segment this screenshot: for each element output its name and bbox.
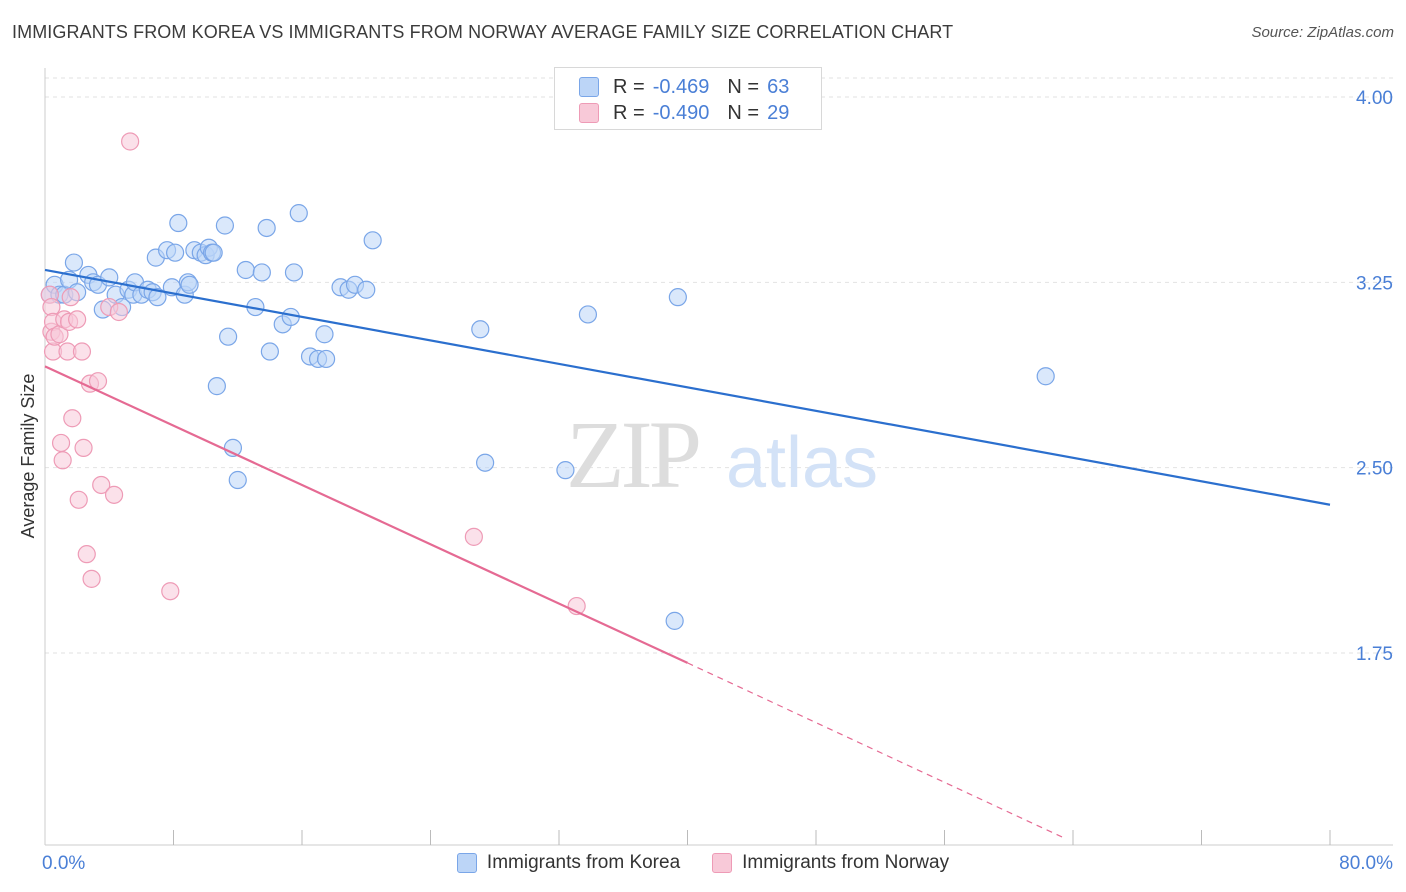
- source-label: Source: ZipAtlas.com: [1251, 24, 1394, 41]
- korea-point: [476, 453, 495, 472]
- correlation-stats-box: R = -0.469 N = 63 R = -0.490 N = 29: [554, 67, 822, 130]
- y-tick-label: 2.50: [1356, 459, 1393, 480]
- norway-point: [51, 433, 71, 453]
- korea-point: [578, 305, 598, 324]
- norway-trend-line: [44, 365, 688, 664]
- norway-swatch: [579, 103, 599, 123]
- korea-point: [668, 288, 687, 307]
- korea-point: [665, 611, 684, 630]
- stats-row-norway: R = -0.490 N = 29: [579, 101, 789, 125]
- watermark: ZIP atlas: [566, 401, 878, 508]
- chart-title: IMMIGRANTS FROM KOREA VS IMMIGRANTS FROM…: [12, 22, 954, 42]
- legend-swatch-korea: [456, 853, 477, 873]
- korea-swatch: [579, 77, 599, 97]
- korea-point: [257, 218, 276, 238]
- x-tick-label-min: 0.0%: [42, 853, 85, 874]
- norway-point: [121, 132, 140, 151]
- legend-label-norway: Immigrants from Norway: [742, 852, 950, 873]
- korea-point: [219, 327, 238, 346]
- n-value: 63: [767, 75, 790, 98]
- r-value: -0.490: [652, 101, 710, 124]
- norway-point: [109, 302, 128, 322]
- legend-label-korea: Immigrants from Korea: [486, 852, 681, 873]
- korea-point: [204, 243, 223, 262]
- legend-item-norway[interactable]: Immigrants from Norway: [712, 852, 949, 874]
- legend-item-korea[interactable]: Immigrants from Korea: [456, 852, 681, 874]
- norway-trend-extension: [687, 662, 1066, 839]
- axes-layer: [44, 68, 1393, 846]
- korea-point: [1036, 367, 1055, 386]
- trend-lines: [44, 268, 1331, 839]
- korea-point: [471, 320, 490, 339]
- korea-point: [169, 213, 188, 233]
- chart-legend: Immigrants from Korea Immigrants from No…: [0, 852, 1406, 874]
- stats-row-korea: R = -0.469 N = 63: [579, 75, 789, 99]
- norway-point: [72, 342, 92, 361]
- norway-point: [92, 475, 111, 495]
- korea-point: [289, 204, 308, 223]
- korea-point: [252, 263, 271, 282]
- y-axis-label: Average Family Size: [18, 374, 38, 539]
- korea-point: [357, 280, 376, 299]
- korea-point: [64, 253, 84, 272]
- norway-point: [77, 545, 96, 564]
- korea-point: [228, 470, 247, 490]
- korea-point: [260, 342, 279, 361]
- korea-point: [180, 275, 199, 294]
- korea-trend-line: [44, 268, 1331, 506]
- series-norway-points: [40, 132, 586, 616]
- norway-point: [61, 288, 80, 307]
- korea-point: [166, 243, 185, 262]
- korea-point: [556, 461, 575, 480]
- korea-point: [207, 377, 226, 396]
- n-label: N =: [727, 101, 760, 124]
- series-korea-points: [40, 204, 1055, 630]
- r-label: R =: [613, 101, 645, 124]
- legend-swatch-norway: [712, 853, 733, 873]
- n-label: N =: [727, 75, 760, 98]
- norway-point: [74, 438, 93, 457]
- korea-point: [215, 216, 234, 235]
- y-tick-label: 4.00: [1356, 88, 1393, 109]
- korea-point: [363, 231, 382, 250]
- norway-point: [69, 490, 88, 509]
- korea-point: [236, 260, 255, 280]
- r-label: R =: [613, 75, 645, 98]
- korea-point: [148, 288, 167, 307]
- norway-point: [63, 409, 82, 428]
- norway-point: [104, 485, 124, 504]
- x-tick-label-max: 80.0%: [1339, 853, 1393, 874]
- n-value: 29: [767, 101, 790, 124]
- norway-point: [53, 451, 72, 470]
- norway-point: [161, 582, 180, 601]
- norway-point: [464, 527, 483, 546]
- axis-labels: 1.75 2.50 3.25 4.00 0.0% 80.0% Average Family …: [18, 88, 1393, 874]
- watermark-zip: ZIP: [566, 401, 699, 508]
- korea-point: [315, 325, 334, 344]
- grid-layer: [45, 77, 1393, 654]
- r-value: -0.469: [652, 75, 710, 98]
- watermark-atlas: atlas: [726, 423, 878, 503]
- y-tick-label: 1.75: [1356, 644, 1393, 665]
- korea-point: [284, 263, 304, 282]
- norway-point: [68, 310, 87, 329]
- y-tick-label: 3.25: [1356, 273, 1393, 294]
- korea-point: [316, 349, 336, 369]
- norway-point: [82, 569, 101, 588]
